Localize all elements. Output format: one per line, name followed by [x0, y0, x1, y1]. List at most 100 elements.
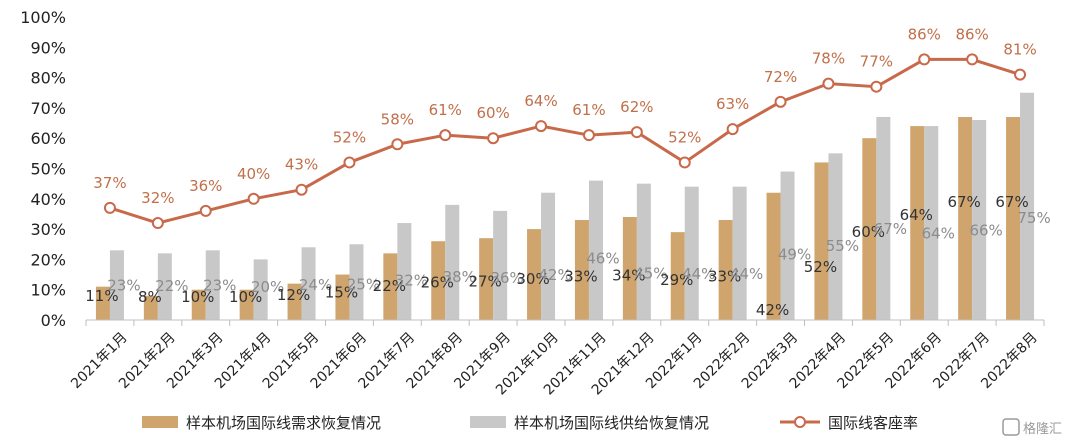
y-tick-label: 90%: [30, 38, 66, 57]
data-label-load-factor: 81%: [1003, 41, 1036, 59]
data-label-load-factor: 72%: [764, 68, 797, 86]
line-point: [199, 204, 212, 217]
bar-supply: [109, 250, 124, 320]
bar-supply: [972, 120, 987, 321]
data-label-demand: 10%: [181, 288, 214, 306]
line-point: [678, 156, 691, 169]
line-point: [151, 217, 164, 230]
bar-demand: [191, 289, 206, 320]
bar-demand: [95, 286, 110, 320]
legend-label-load-factor: 国际线客座率: [828, 414, 918, 432]
data-label-load-factor: 58%: [381, 110, 414, 128]
bar-demand: [479, 238, 494, 320]
bar-demand: [766, 192, 781, 320]
data-label-supply: 46%: [586, 250, 619, 268]
bar-supply: [541, 192, 556, 320]
y-tick-label: 50%: [30, 160, 66, 179]
x-axis: 2021年1月2021年2月2021年3月2021年4月2021年5月2021年…: [68, 319, 1045, 398]
bar-supply: [924, 126, 939, 320]
data-label-demand: 15%: [325, 284, 358, 302]
watermark-text: 格隆汇: [1023, 421, 1062, 437]
data-label-demand: 52%: [804, 258, 837, 276]
data-label-demand: 33%: [708, 267, 741, 285]
y-tick-label: 40%: [30, 190, 66, 209]
y-tick-label: 20%: [30, 250, 66, 269]
y-tick-label: 30%: [30, 220, 66, 239]
data-label-demand: 26%: [421, 274, 454, 292]
line-point: [247, 192, 260, 205]
line-point: [1014, 68, 1027, 81]
line-point: [630, 126, 643, 139]
bar-supply: [588, 180, 603, 320]
data-label-demand: 64%: [900, 206, 933, 224]
data-label-load-factor: 86%: [908, 25, 941, 43]
data-label-supply: 23%: [107, 276, 140, 294]
data-label-demand: 60%: [852, 223, 885, 241]
data-label-demand: 67%: [995, 193, 1028, 211]
data-label-supply: 22%: [155, 277, 188, 295]
bar-demand: [670, 232, 685, 320]
bar-supply: [157, 253, 172, 320]
data-label-load-factor: 86%: [955, 25, 988, 43]
bar-demand: [574, 220, 589, 320]
line-point: [103, 201, 116, 214]
bar-demand: [383, 253, 398, 320]
data-label-demand: 30%: [516, 270, 549, 288]
bar-supply: [636, 183, 651, 320]
bar-demand: [862, 138, 877, 320]
data-label-load-factor: 61%: [429, 101, 462, 119]
bar-supply: [876, 116, 891, 321]
line-load-factor: [109, 57, 1021, 225]
line-point: [918, 53, 931, 66]
line-point: [391, 138, 404, 151]
data-label-supply: 75%: [1017, 209, 1050, 227]
line-point: [822, 77, 835, 90]
data-label-load-factor: 36%: [189, 177, 222, 195]
data-label-demand: 10%: [229, 288, 262, 306]
data-label-demand: 12%: [277, 286, 310, 304]
bar-supply: [253, 259, 268, 320]
bars: [95, 92, 1035, 321]
bar-supply: [349, 244, 364, 320]
data-label-load-factor: 62%: [620, 98, 653, 116]
watermark: 格隆汇: [1002, 418, 1062, 437]
y-tick-label: 0%: [41, 311, 66, 330]
line-point: [726, 123, 739, 136]
data-label-supply: 32%: [395, 271, 428, 289]
data-label-demand: 33%: [564, 267, 597, 285]
watermark-logo-icon: [1002, 418, 1020, 436]
line-point: [966, 53, 979, 66]
data-label-supply: 55%: [826, 237, 859, 255]
data-label-supply: 67%: [874, 220, 907, 238]
legend-swatch-demand: [142, 416, 178, 428]
data-label-load-factor: 64%: [524, 92, 557, 110]
line-point: [487, 132, 500, 145]
y-axis: 0% 10% 20% 30% 40% 50% 60% 70% 80% 90% 100%: [20, 8, 66, 330]
y-tick-label: 80%: [30, 69, 66, 88]
data-label-load-factor: 32%: [141, 189, 174, 207]
data-label-load-factor: 52%: [333, 128, 366, 146]
bar-supply: [684, 186, 699, 320]
data-label-load-factor: 40%: [237, 165, 270, 183]
data-label-demand: 42%: [756, 301, 789, 319]
bar-supply: [780, 171, 795, 320]
bar-supply: [493, 210, 508, 320]
data-labels: 11%23%37%8%22%32%10%23%36%10%20%40%12%24…: [85, 25, 1050, 319]
line-point: [870, 80, 883, 93]
data-label-load-factor: 63%: [716, 95, 749, 113]
data-label-demand: 8%: [138, 288, 162, 306]
line-point: [774, 95, 787, 108]
legend-swatch-supply: [470, 416, 506, 428]
legend: 样本机场国际线需求恢复情况 样本机场国际线供给恢复情况 国际线客座率: [142, 414, 918, 432]
bar-supply: [205, 250, 220, 320]
line-point: [439, 129, 452, 142]
data-label-load-factor: 43%: [285, 156, 318, 174]
data-label-supply: 38%: [443, 268, 476, 286]
y-tick-label: 70%: [30, 99, 66, 118]
data-label-supply: 24%: [299, 276, 332, 294]
data-label-demand: 22%: [373, 277, 406, 295]
data-label-load-factor: 78%: [812, 50, 845, 68]
bar-demand: [239, 289, 254, 320]
bar-demand: [622, 216, 637, 320]
